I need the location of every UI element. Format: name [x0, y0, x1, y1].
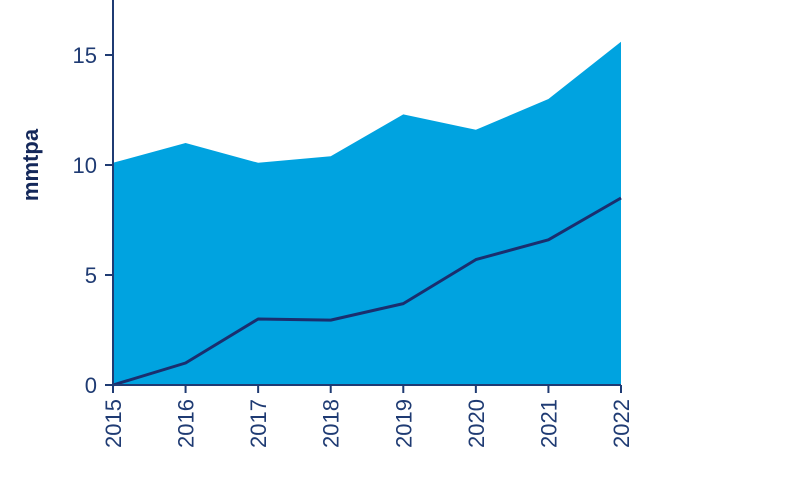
x-tick-label: 2018 [319, 399, 344, 448]
x-tick-label: 2021 [536, 399, 561, 448]
y-tick-label: 10 [73, 153, 97, 178]
y-axis-title: mmtpa [18, 128, 43, 201]
y-axis-ticks: 0 5 10 15 [73, 43, 113, 398]
plot-area [112, 41, 622, 387]
line-series-1 [112, 196, 622, 387]
x-tick-label: 2022 [609, 399, 634, 448]
y-tick-label: 0 [85, 373, 97, 398]
x-tick-label: 2016 [174, 399, 199, 448]
y-tick-label: 15 [73, 43, 97, 68]
area-series-0 [113, 41, 621, 386]
y-tick-label: 5 [85, 263, 97, 288]
x-axis-ticks: 2015 2016 2017 2018 2019 2020 2021 2022 [101, 385, 634, 448]
axes [112, 0, 621, 386]
x-tick-label: 2015 [101, 399, 126, 448]
x-tick-label: 2019 [391, 399, 416, 448]
x-tick-label: 2020 [464, 399, 489, 448]
x-tick-label: 2017 [246, 399, 271, 448]
